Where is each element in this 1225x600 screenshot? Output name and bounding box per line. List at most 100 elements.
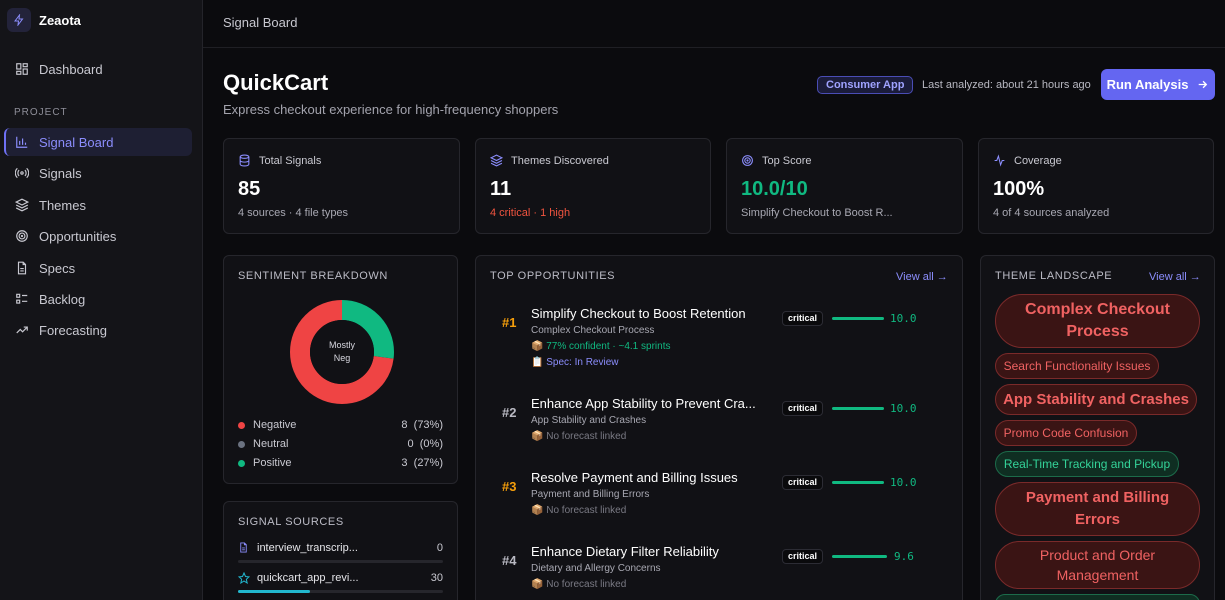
legend-row-negative: Negative 8 (73%) xyxy=(238,417,443,433)
themes-view-all-link[interactable]: View all → xyxy=(1149,271,1201,283)
opportunity-rank: #1 xyxy=(502,315,517,330)
theme-bubble[interactable]: Complex Checkout Process xyxy=(995,294,1200,348)
run-analysis-button[interactable]: Run Analysis xyxy=(1101,69,1215,100)
score-bar xyxy=(832,407,884,410)
stat-value: 85 xyxy=(238,178,261,200)
grid-icon xyxy=(16,63,28,75)
opportunity-title: Resolve Payment and Billing Issues xyxy=(531,470,738,485)
positive-dot-icon xyxy=(238,459,245,467)
layers-icon xyxy=(15,198,29,212)
negative-dot-icon xyxy=(238,421,245,429)
sidebar-item-specs[interactable]: Specs xyxy=(4,254,192,282)
document-icon xyxy=(17,261,27,275)
app-type-badge: Consumer App xyxy=(817,76,914,94)
priority-badge: critical xyxy=(782,549,824,564)
source-name: interview_transcrip... xyxy=(257,542,358,554)
legend-pct: (0%) xyxy=(419,438,443,450)
stat-card-total-signals: Total Signals 85 4 sources · 4 file type… xyxy=(223,138,460,234)
sidebar-item-themes[interactable]: Themes xyxy=(4,191,192,219)
theme-bubble[interactable]: Product and Order Management xyxy=(995,541,1200,589)
legend-row-positive: Positive 3 (27%) xyxy=(238,455,443,471)
file-text-icon xyxy=(240,542,247,553)
stat-sub: 4 of 4 sources analyzed xyxy=(993,207,1110,219)
list-icon xyxy=(16,293,28,304)
section-title: THEME LANDSCAPE xyxy=(995,270,1113,282)
opportunity-title: Enhance Dietary Filter Reliability xyxy=(531,544,719,559)
star-icon xyxy=(238,572,250,584)
opportunity-theme: Complex Checkout Process xyxy=(531,325,655,336)
run-analysis-label: Run Analysis xyxy=(1106,77,1189,92)
opportunity-score: 10.0 xyxy=(890,402,917,415)
legend-row-neutral: Neutral 0 (0%) xyxy=(238,436,443,452)
stat-sub: 4 sources · 4 file types xyxy=(238,207,349,219)
brand-name: Zeaota xyxy=(39,12,81,28)
database-icon xyxy=(239,154,250,167)
priority-badge: critical xyxy=(782,401,824,416)
stat-card-coverage: Coverage 100% 4 of 4 sources analyzed xyxy=(978,138,1214,234)
legend-label: Negative xyxy=(253,419,297,431)
section-title: SENTIMENT BREAKDOWN xyxy=(238,270,388,282)
score-bar xyxy=(832,317,884,320)
stat-value: 100% xyxy=(993,178,1045,200)
source-progress-bar xyxy=(238,590,443,593)
sidebar-section-label: PROJECT xyxy=(14,107,68,118)
top-opportunities-card: TOP OPPORTUNITIES View all → #1 Simplify… xyxy=(475,255,963,600)
sidebar-item-label: Themes xyxy=(39,197,86,213)
theme-bubble[interactable]: Search Functionality Issues xyxy=(995,353,1159,379)
priority-badge: critical xyxy=(782,475,824,490)
legend-label: Positive xyxy=(253,457,292,469)
theme-bubble[interactable]: Promo Code Confusion xyxy=(995,420,1137,446)
trending-up-icon xyxy=(16,326,28,334)
source-count: 30 xyxy=(430,572,443,584)
brand[interactable]: Zeaota xyxy=(7,8,81,32)
opportunity-rank: #4 xyxy=(502,553,517,568)
sidebar-item-dashboard[interactable]: Dashboard xyxy=(4,55,192,83)
donut-center-line2: Neg xyxy=(334,353,351,363)
theme-bubble[interactable]: Payment and Billing Errors xyxy=(995,482,1200,536)
signal-sources-card: SIGNAL SOURCES interview_transcrip... 0 … xyxy=(223,501,458,600)
activity-icon xyxy=(994,154,1005,167)
stat-card-themes-discovered: Themes Discovered 11 4 critical · 1 high xyxy=(475,138,711,234)
sentiment-card: SENTIMENT BREAKDOWN Mostly Neg Negative … xyxy=(223,255,458,484)
theme-bubble[interactable]: App Stability and Crashes xyxy=(995,384,1197,415)
page-subtitle: Express checkout experience for high-fre… xyxy=(223,102,559,117)
sidebar-item-label: Backlog xyxy=(39,291,86,307)
source-count: 0 xyxy=(436,542,443,554)
bolt-icon xyxy=(7,8,31,32)
last-analyzed-text: Last analyzed: about 21 hours ago xyxy=(922,79,1091,91)
legend-count: 3 xyxy=(401,457,408,469)
theme-bubble[interactable]: Real-Time Tracking and Pickup xyxy=(995,451,1179,477)
opportunity-spec-status[interactable]: 📋 Spec: In Review xyxy=(531,357,619,368)
opportunity-theme: App Stability and Crashes xyxy=(531,415,647,426)
sidebar-item-label: Forecasting xyxy=(39,322,107,338)
neutral-dot-icon xyxy=(238,440,245,448)
sidebar-item-forecasting[interactable]: Forecasting xyxy=(4,316,192,344)
opportunity-theme: Dietary and Allergy Concerns xyxy=(531,563,661,574)
stat-label: Coverage xyxy=(1014,154,1062,167)
sidebar-item-label: Dashboard xyxy=(39,61,103,77)
sidebar-item-opportunities[interactable]: Opportunities xyxy=(4,222,192,250)
bar-chart-icon xyxy=(16,136,28,148)
priority-badge: critical xyxy=(782,311,824,326)
arrow-right-icon xyxy=(1199,80,1208,89)
score-bar xyxy=(832,555,887,558)
opportunity-forecast: 📦 77% confident · ~4.1 sprints xyxy=(531,341,671,352)
sidebar-item-label: Specs xyxy=(39,260,76,276)
opportunity-forecast: 📦 No forecast linked xyxy=(531,579,627,590)
score-bar xyxy=(832,481,884,484)
sidebar-item-signals[interactable]: Signals xyxy=(4,159,192,187)
stat-label: Top Score xyxy=(762,154,812,167)
opportunity-score: 9.6 xyxy=(894,550,914,563)
sidebar-item-signal-board[interactable]: Signal Board xyxy=(4,128,192,156)
sidebar: Zeaota Dashboard PROJECT Signal Board Si… xyxy=(0,0,203,600)
donut-segment-positive xyxy=(290,300,394,404)
topbar: Signal Board xyxy=(203,0,1225,48)
opportunity-forecast: 📦 No forecast linked xyxy=(531,431,627,442)
opportunities-view-all-link[interactable]: View all → xyxy=(896,271,948,283)
sidebar-item-backlog[interactable]: Backlog xyxy=(4,285,192,313)
legend-count: 0 xyxy=(407,438,414,450)
stat-label: Themes Discovered xyxy=(511,154,609,167)
source-progress-bar xyxy=(238,560,443,563)
legend-pct: (27%) xyxy=(413,457,443,469)
theme-bubble-partial[interactable] xyxy=(995,594,1200,600)
